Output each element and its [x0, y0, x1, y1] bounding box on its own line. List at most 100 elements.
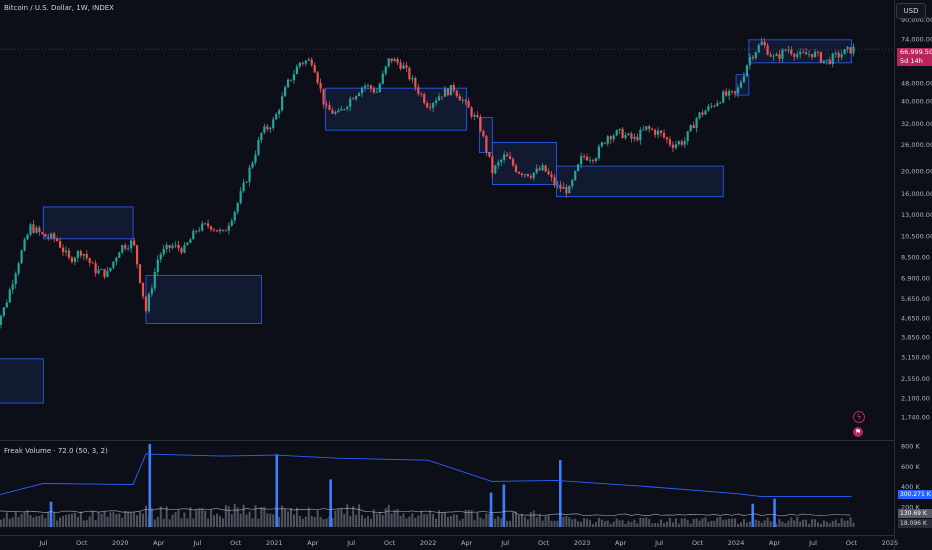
volume-bar	[174, 512, 177, 527]
candle-body	[559, 184, 562, 189]
volume-bar	[402, 513, 405, 527]
volume-axis[interactable]: 800 K 600 K 400 K 200 K	[901, 443, 920, 512]
candle-body	[810, 54, 814, 58]
candle-body	[532, 172, 535, 178]
volume-bar	[621, 520, 624, 527]
candle-body	[695, 118, 698, 129]
time-tick-label: Jul	[38, 539, 47, 547]
candle-body	[378, 83, 381, 92]
candle-body	[381, 73, 384, 84]
volume-bar	[109, 512, 112, 527]
time-tick-label: Apr	[615, 539, 627, 547]
candle-body	[624, 134, 627, 138]
candle-body	[100, 269, 103, 270]
candle-body	[689, 125, 692, 132]
candle-body	[639, 129, 642, 141]
candle-body	[150, 288, 153, 295]
candle-body	[722, 91, 725, 103]
candle-body	[825, 59, 828, 61]
volume-bar	[195, 510, 198, 527]
indicator-title[interactable]: Freak Volume · 72.0 (50, 3, 2)	[4, 447, 108, 455]
volume-bar	[725, 519, 728, 527]
volume-bar	[322, 519, 325, 527]
volume-bar	[787, 520, 790, 527]
candle-body	[343, 109, 346, 110]
order-block	[556, 165, 724, 198]
candle-body	[719, 102, 722, 104]
candle-body	[8, 289, 11, 303]
candle-body	[41, 232, 44, 234]
volume-bar	[364, 518, 367, 527]
candle-body	[331, 110, 334, 114]
time-tick-label: Oct	[230, 539, 242, 547]
time-axis[interactable]: Jul Oct 2020 Apr Jul Oct 2021 Apr Jul Oct 2022 Apr J…	[38, 539, 898, 547]
candle-body	[645, 126, 648, 130]
volume-bar	[198, 509, 201, 527]
candle-body	[420, 93, 423, 95]
candle-body	[375, 91, 378, 93]
candle-body	[799, 51, 802, 55]
candle-body	[2, 307, 5, 316]
time-tick-label: Jul	[192, 539, 201, 547]
volume-bar	[67, 514, 70, 527]
price-tick-label: 1,740.00	[901, 414, 930, 422]
candle-body	[615, 130, 618, 136]
price-tick-label: 90,000.00	[901, 16, 932, 24]
volume-bar	[204, 510, 207, 527]
currency-label[interactable]: USD	[896, 3, 926, 19]
candle-body	[304, 60, 307, 64]
volume-bar	[316, 510, 319, 527]
volume-bar	[292, 514, 295, 527]
candle-body	[467, 100, 470, 108]
volume-bar	[20, 514, 23, 527]
candle-body	[85, 253, 88, 259]
volume-bar	[529, 512, 532, 527]
volume-bar	[139, 511, 142, 527]
candle-body	[464, 100, 467, 101]
candle-body	[591, 159, 595, 162]
volume-bar	[295, 507, 298, 527]
symbol-title[interactable]: Bitcoin / U.S. Dollar, 1W, INDEX	[4, 4, 114, 12]
volume-bar	[358, 504, 361, 527]
candle-body	[204, 223, 207, 225]
time-tick-label: Oct	[538, 539, 550, 547]
volume-bar	[760, 522, 763, 527]
volume-bar	[29, 515, 32, 527]
flag-icon[interactable]: ⚑	[853, 427, 863, 437]
time-tick-label: 2020	[112, 539, 129, 547]
candle-body	[843, 49, 846, 55]
volume-bar	[59, 517, 62, 527]
candle-body	[488, 152, 491, 157]
volume-tick-label: 200 K	[901, 503, 920, 511]
volume-bar	[177, 508, 180, 527]
volume-bar	[254, 505, 257, 527]
volume-bar	[663, 523, 666, 527]
order-block	[735, 74, 750, 96]
candle-body	[396, 58, 399, 63]
volume-bar	[56, 520, 59, 527]
candle-body	[387, 58, 390, 67]
last-price-tag: 66,999.50 5d 14h	[897, 48, 932, 66]
volume-bar	[165, 506, 168, 527]
volume-bar	[627, 520, 630, 527]
volume-bar	[210, 509, 213, 527]
candle-body	[508, 156, 512, 159]
candle-body	[710, 105, 713, 107]
volume-bar	[571, 519, 574, 527]
lightning-icon[interactable]: ϟ	[853, 411, 865, 423]
volume-bar	[159, 506, 162, 527]
volume-bar	[17, 517, 20, 527]
price-tick-label: 6,900.00	[901, 275, 930, 283]
volume-bar	[221, 518, 224, 527]
volume-bar	[784, 523, 787, 527]
candle-body	[831, 53, 834, 65]
volume-bar	[654, 523, 657, 527]
volume-bar	[432, 513, 435, 527]
volume-bar	[183, 512, 186, 527]
price-axis[interactable]: 90,000.0074,000.0058,000.0048,000.0040,0…	[901, 16, 932, 422]
volume-bar	[509, 520, 512, 527]
candle-body	[245, 181, 248, 183]
price-tick-label: 4,650.00	[901, 314, 930, 322]
candle-body	[437, 96, 441, 101]
